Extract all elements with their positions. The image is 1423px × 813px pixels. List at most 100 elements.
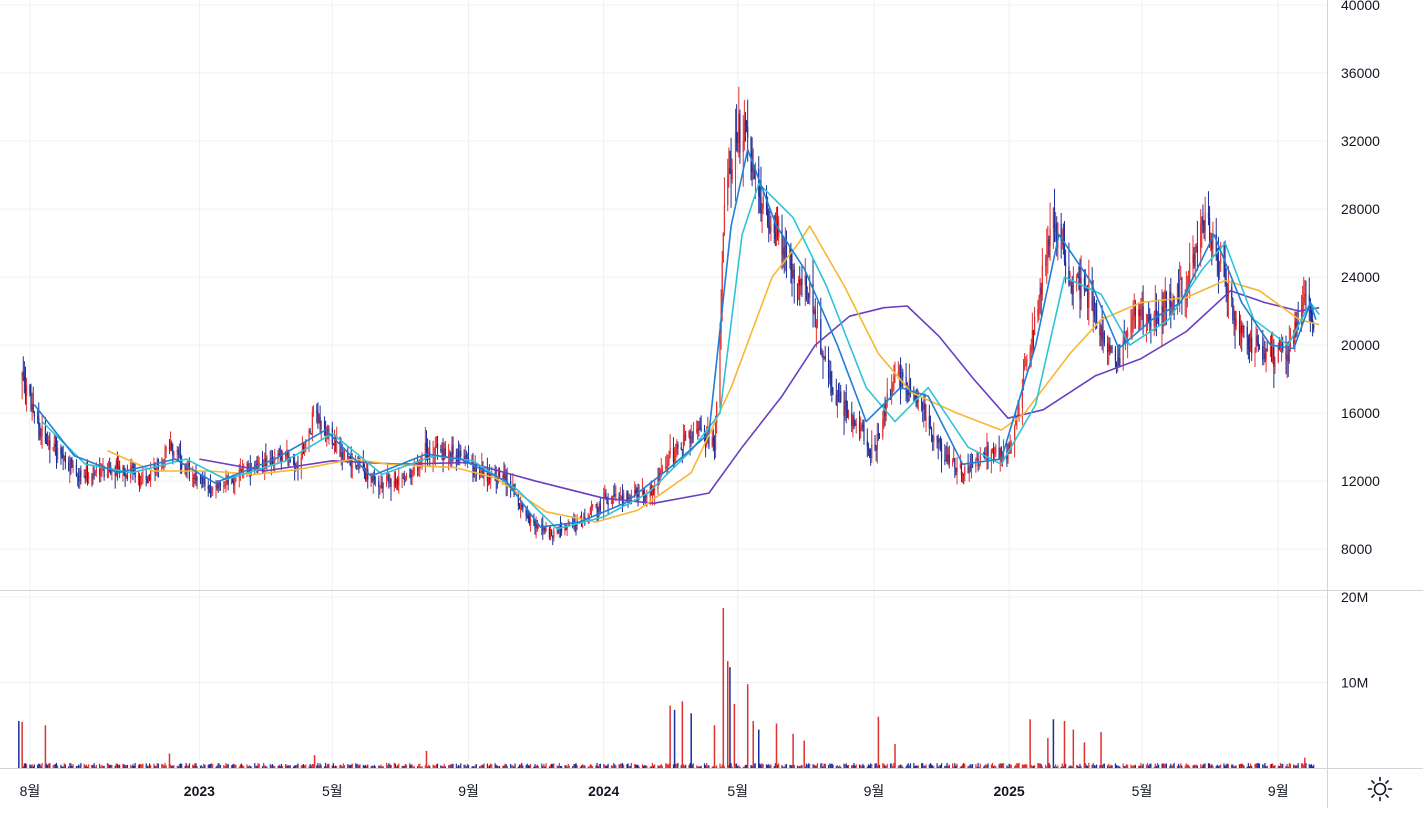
- volume-bar: [1308, 764, 1310, 768]
- candle: [405, 472, 408, 481]
- volume-bar: [257, 763, 259, 768]
- time-axis[interactable]: 8월 2023 5월 9월 2024 5월 9월 2025 5월 9월: [20, 783, 1289, 799]
- volume-bar: [29, 764, 31, 768]
- volume-bar: [223, 764, 225, 768]
- candle-body: [1117, 357, 1119, 369]
- candle: [1046, 228, 1048, 284]
- candle-body: [681, 449, 683, 451]
- candle-body: [698, 426, 700, 430]
- volume-bar: [526, 763, 528, 768]
- volume-bar: [754, 763, 757, 768]
- candle: [161, 457, 163, 471]
- y-tick-label: 36000: [1341, 65, 1380, 81]
- volume-bar: [1257, 762, 1259, 768]
- volume-bar: [739, 766, 741, 768]
- candle: [1039, 278, 1041, 314]
- candle-body: [937, 439, 939, 443]
- chart-settings-button[interactable]: [1360, 770, 1400, 808]
- volume-bar: [1235, 765, 1237, 768]
- volume-bar: [464, 764, 466, 768]
- candle: [92, 464, 94, 485]
- candle: [1108, 337, 1110, 365]
- candle: [548, 526, 551, 540]
- candle-body: [134, 471, 136, 478]
- candle-body: [529, 518, 532, 524]
- candle-body: [1271, 347, 1273, 362]
- candle-body: [743, 120, 745, 141]
- candle-body: [210, 490, 213, 494]
- candle: [584, 508, 586, 526]
- volume-bar: [1048, 762, 1050, 768]
- volume-bar: [813, 764, 815, 768]
- candle-body: [845, 400, 847, 411]
- volume-bar: [1202, 764, 1204, 768]
- volume-bar: [792, 733, 794, 768]
- candle-body: [1154, 310, 1156, 314]
- x-tick-label: 9월: [864, 783, 885, 799]
- volume-bar: [1231, 764, 1233, 768]
- candle: [603, 487, 605, 520]
- candle: [171, 440, 173, 452]
- candle: [398, 467, 400, 494]
- x-tick-label: 2025: [994, 783, 1025, 799]
- candle: [388, 472, 390, 489]
- candle-body: [885, 400, 887, 416]
- volume-bar: [559, 766, 562, 768]
- candle: [553, 527, 555, 542]
- candle: [1200, 209, 1202, 267]
- volume-bar: [280, 763, 282, 768]
- volume-bar: [511, 765, 513, 768]
- volume-bar: [829, 763, 831, 768]
- price-axis[interactable]: 8000120001600020000240002800032000360004…: [1341, 0, 1380, 557]
- candle: [212, 486, 214, 497]
- candle-body: [1269, 347, 1272, 352]
- candle: [179, 440, 182, 474]
- candle-body: [1100, 325, 1102, 336]
- volume-bar: [773, 765, 775, 768]
- volume-bar: [467, 764, 470, 768]
- volume-bar: [721, 764, 723, 768]
- candle-body: [1080, 277, 1082, 300]
- candle: [844, 392, 846, 421]
- candle: [79, 467, 81, 489]
- candle-body: [150, 468, 152, 481]
- volume-bar: [1063, 720, 1066, 768]
- volume-bar: [638, 766, 640, 768]
- volume-bar: [1062, 766, 1064, 768]
- candle: [713, 435, 716, 460]
- volume-bar: [629, 765, 631, 768]
- candle-body: [503, 475, 505, 480]
- candle: [172, 443, 174, 465]
- candle-body: [24, 381, 27, 397]
- volume-bar: [830, 763, 832, 768]
- candle-body: [635, 490, 637, 494]
- volume-bar: [382, 766, 384, 768]
- candlesticks: [21, 86, 1315, 546]
- volume-bar: [304, 765, 306, 768]
- volume-bar: [1243, 765, 1245, 768]
- volume-bar: [497, 766, 500, 768]
- candle: [226, 475, 228, 486]
- candle-body: [1232, 298, 1234, 321]
- volume-bar: [736, 763, 738, 768]
- candle: [309, 427, 311, 434]
- volume-bar: [743, 766, 745, 768]
- candle: [311, 406, 313, 442]
- volume-bar: [451, 763, 453, 768]
- volume-bar: [867, 764, 870, 768]
- candle: [147, 474, 150, 484]
- volume-bar: [767, 765, 769, 768]
- candle-body: [836, 390, 839, 406]
- volume-bar: [249, 765, 251, 768]
- candle-body: [1024, 366, 1026, 370]
- candle-body: [1196, 245, 1199, 253]
- candle-body: [954, 458, 956, 469]
- volume-bar: [641, 764, 644, 768]
- candle: [978, 463, 980, 470]
- candle: [1052, 207, 1055, 250]
- volume-bar: [752, 720, 754, 768]
- candle: [33, 411, 35, 424]
- candle-body: [1032, 330, 1035, 335]
